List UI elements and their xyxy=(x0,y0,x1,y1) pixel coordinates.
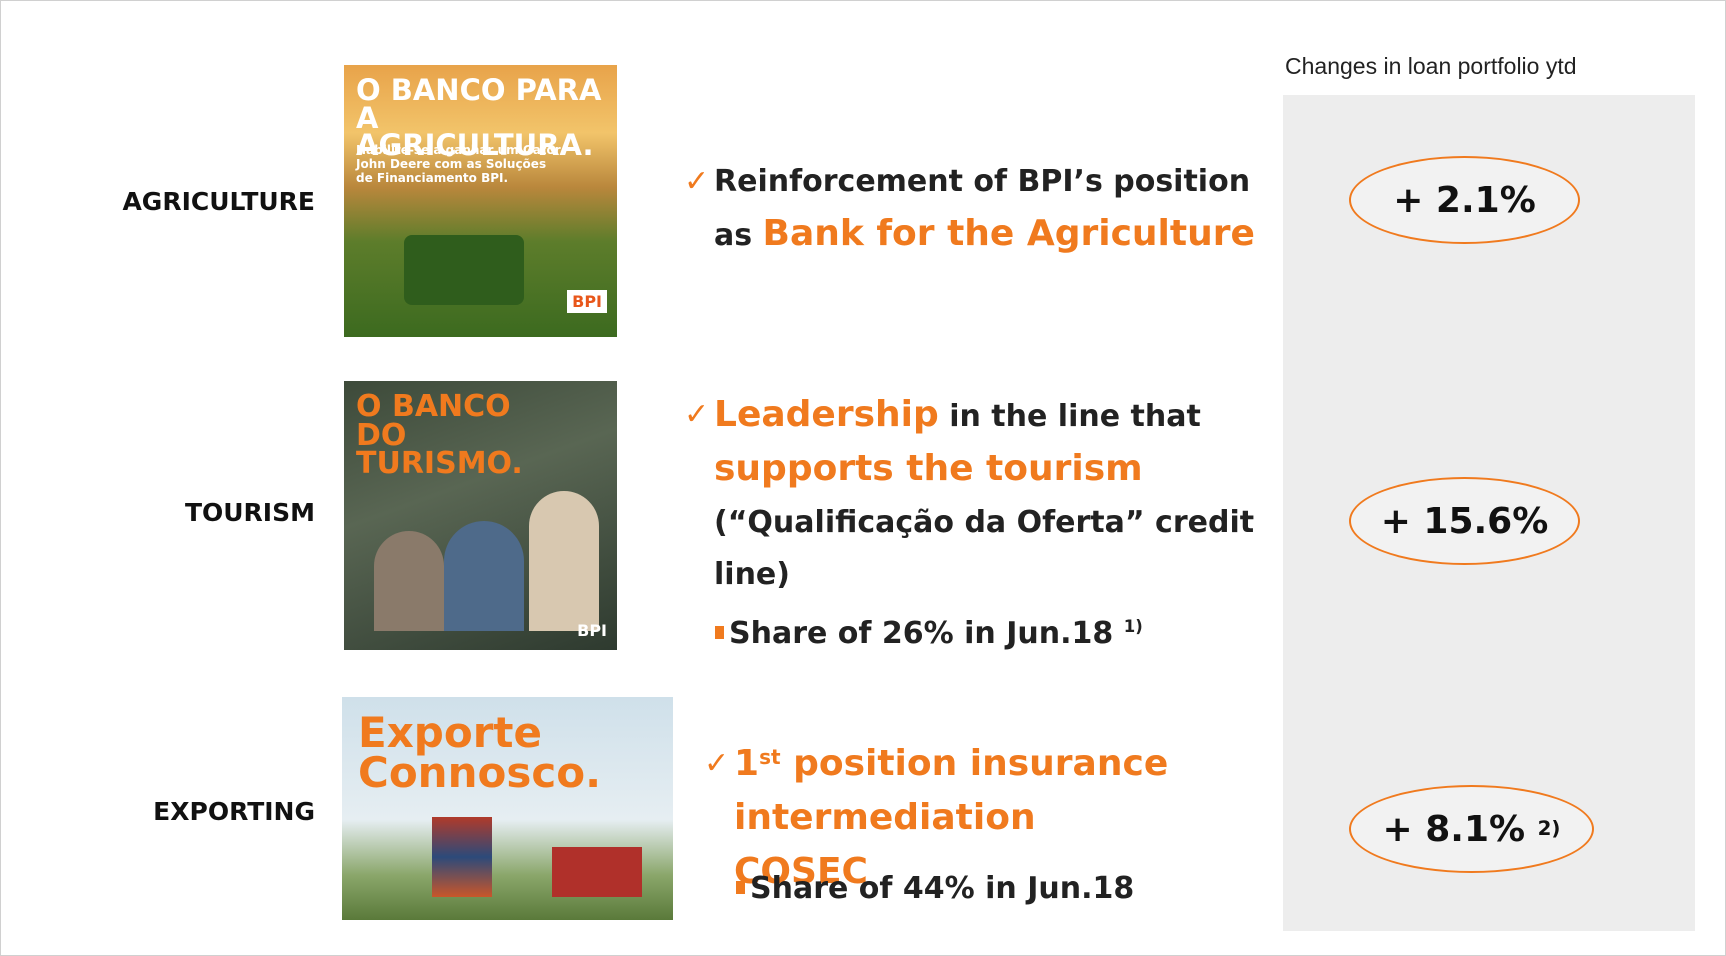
footnote-ref: 1) xyxy=(1123,617,1143,636)
bullet-text: position insurance intermediation COSEC xyxy=(734,743,1169,892)
ad-person xyxy=(529,491,599,631)
change-oval: + 2.1% xyxy=(1349,156,1580,244)
sector-label: Agriculture xyxy=(122,187,315,216)
ad-text: Habilite-se a ganhar um Gator John Deere… xyxy=(356,143,561,185)
panel-header: Changes in loan portfolio ytd xyxy=(1285,53,1577,79)
sector-label: Exporting xyxy=(153,797,315,826)
ad-image: O BANCO PARA A AGRICULTURA. Habilite-se … xyxy=(344,65,617,337)
bullet-text: supports the tourism xyxy=(714,448,1143,489)
ad-person xyxy=(444,521,524,631)
sub-bullet: Share of 44% in Jun.18 xyxy=(736,871,1134,906)
ad-vehicle xyxy=(404,235,524,305)
bullet: ✓ Leadership in the line that supports th… xyxy=(684,394,1255,592)
sub-bullet: Share of 26% in Jun.18 1) xyxy=(715,616,1143,651)
ad-headline: Exporte Connosco. xyxy=(358,708,602,797)
bullet-text: Bank for the Agriculture xyxy=(762,213,1255,254)
bullet-text: in the line that xyxy=(938,399,1201,434)
sub-text: Share of 44% in Jun.18 xyxy=(750,871,1135,906)
ad-image: O BANCO DO TURISMO. BPI xyxy=(344,381,617,650)
bullet-text: Leadership xyxy=(714,394,939,435)
bullet-sup: st xyxy=(759,745,781,769)
bullet-text: 1 xyxy=(734,743,760,784)
bullet-text: (“Qualificação da Oferta” credit line) xyxy=(714,505,1255,592)
change-value: + 2.1% xyxy=(1393,179,1536,221)
ad-headline: O BANCO PARA A AGRICULTURA. xyxy=(356,73,602,163)
change-oval: + 15.6% xyxy=(1349,477,1580,565)
ad-containers xyxy=(432,817,492,897)
sub-text: Share of 26% in Jun.18 xyxy=(729,616,1114,651)
ad-person xyxy=(374,531,444,631)
ad-brand: BPI xyxy=(567,290,607,313)
ad-image: Exporte Connosco. xyxy=(342,697,673,920)
ad-headline: O BANCO DO TURISMO. xyxy=(356,389,523,481)
ad-brand: BPI xyxy=(577,621,607,640)
change-oval: + 8.1% 2) xyxy=(1349,785,1594,873)
sector-label: Tourism xyxy=(184,498,315,527)
change-value: + 8.1% xyxy=(1382,808,1526,850)
bullet: ✓ Reinforcement of BPI’s position as Bank… xyxy=(684,164,1255,254)
bullet: ✓ 1st position insurance intermediation C… xyxy=(704,743,1169,892)
ad-truck xyxy=(552,847,642,897)
bullet-text: Reinforcement of BPI’s position as xyxy=(714,164,1251,253)
change-value: + 15.6% xyxy=(1380,500,1549,542)
